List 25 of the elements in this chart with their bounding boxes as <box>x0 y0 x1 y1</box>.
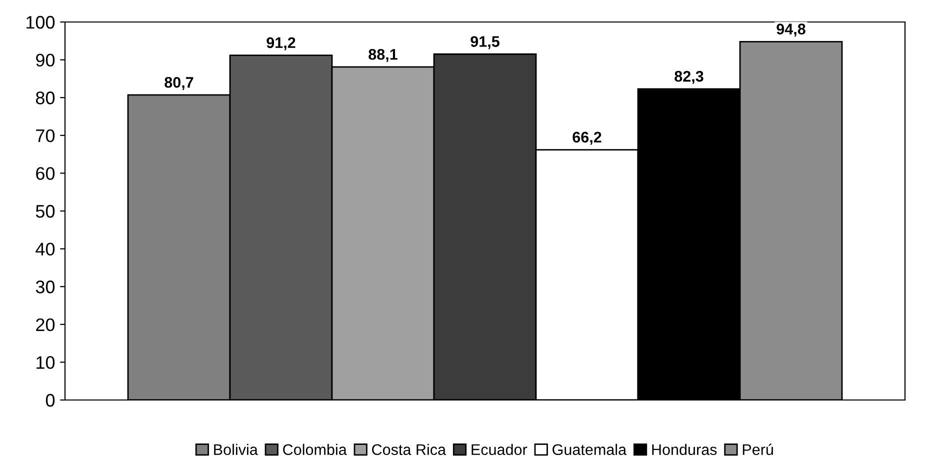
legend-label: Perú <box>742 444 773 456</box>
data-label: 88,1 <box>368 48 398 62</box>
y-tick-label: 80 <box>36 92 55 104</box>
y-tick-label: 60 <box>36 167 55 180</box>
data-label: 91,5 <box>470 36 500 50</box>
legend-label: Costa Rica <box>372 444 446 456</box>
data-label: 94,8 <box>776 24 806 37</box>
y-tick-label: 10 <box>36 356 55 369</box>
y-tick-label: 50 <box>36 204 55 218</box>
y-tick-label: 90 <box>36 54 55 67</box>
y-tick-label: 0 <box>46 394 55 407</box>
y-tick-label: 40 <box>36 242 55 256</box>
legend-label: Ecuador <box>472 444 528 456</box>
legend-label: Guatemala <box>552 444 627 456</box>
data-label: 66,2 <box>572 132 602 145</box>
legend-label: Bolivia <box>214 444 258 456</box>
legend-label: Honduras <box>652 444 717 456</box>
legend-label: Colombia <box>283 444 347 456</box>
y-tick-label: 20 <box>36 318 55 332</box>
y-tick-label: 70 <box>36 129 55 142</box>
data-label: 80,7 <box>164 76 194 90</box>
data-label: 82,3 <box>674 70 704 84</box>
y-tick-label: 100 <box>26 16 55 29</box>
data-label: 91,2 <box>266 37 296 50</box>
y-tick-label: 30 <box>36 280 55 294</box>
